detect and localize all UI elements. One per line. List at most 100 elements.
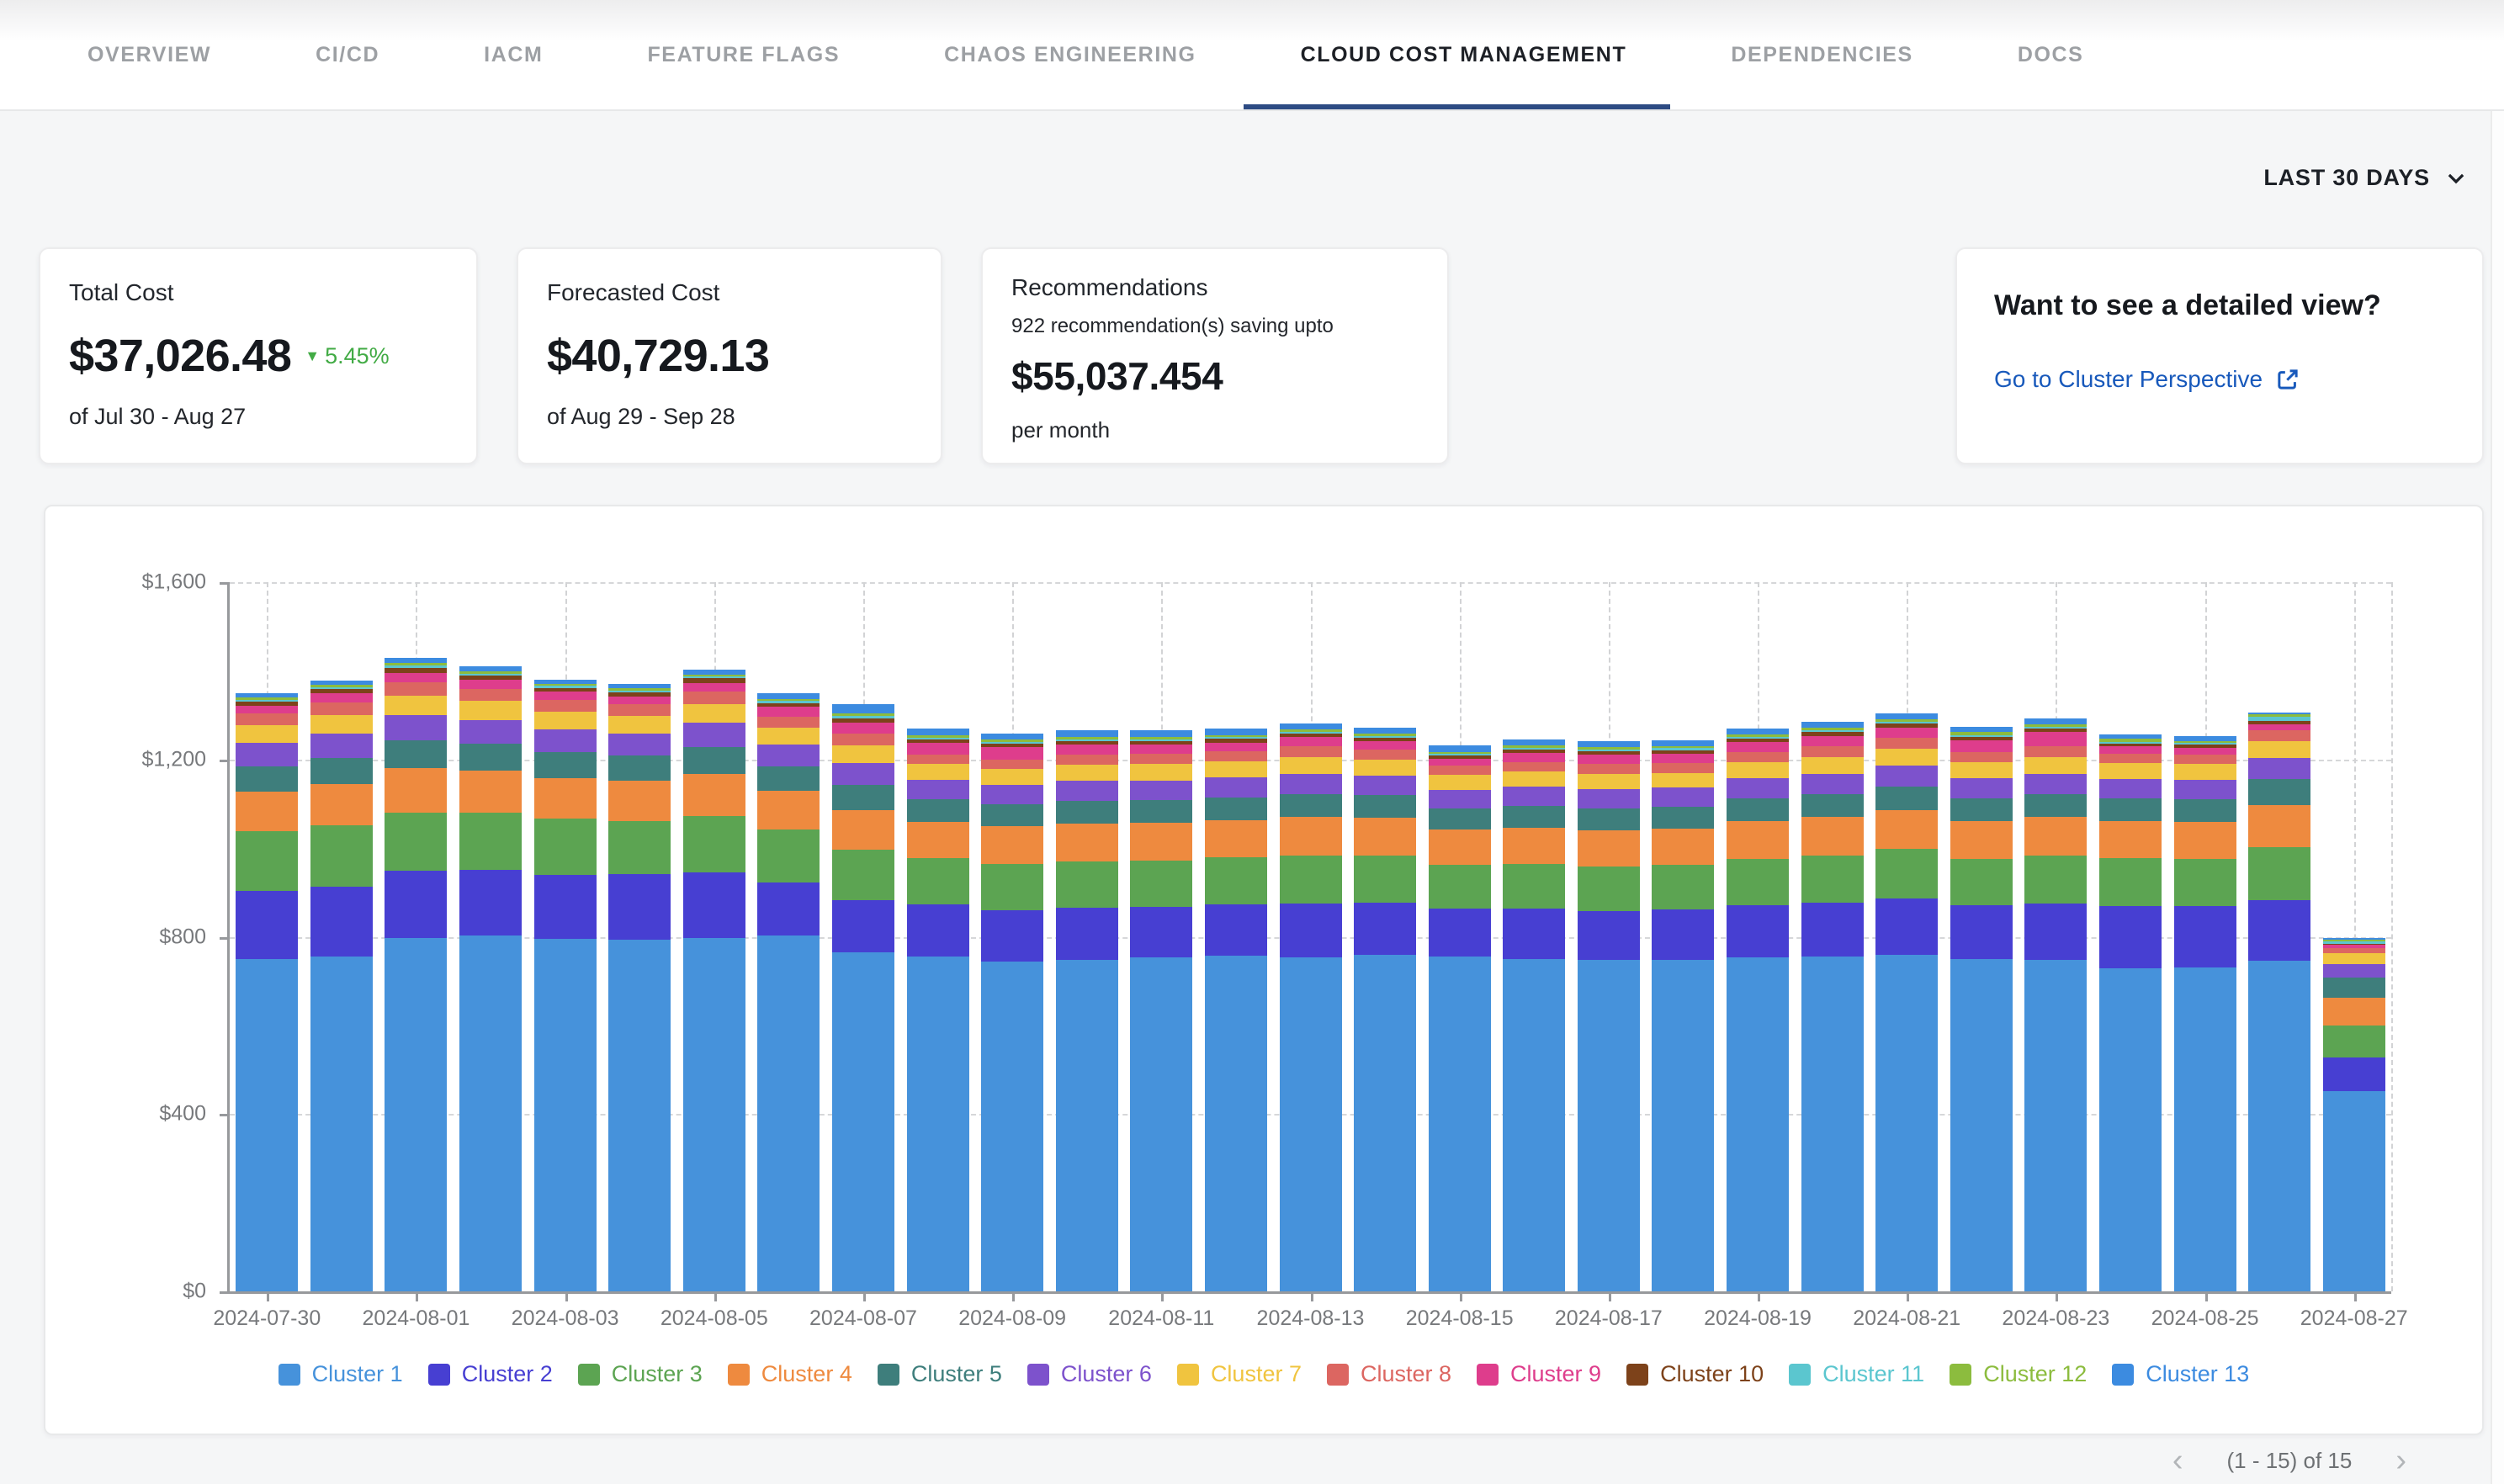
bar-segment-cluster-3[interactable] xyxy=(1130,861,1192,907)
bar-segment-cluster-2[interactable] xyxy=(1950,905,2013,958)
bar-segment-cluster-5[interactable] xyxy=(1205,798,1267,820)
bar-segment-cluster-9[interactable] xyxy=(236,706,298,714)
bar-segment-cluster-6[interactable] xyxy=(1578,789,1640,808)
bar-segment-cluster-5[interactable] xyxy=(1578,808,1640,830)
bar-segment-cluster-4[interactable] xyxy=(385,768,447,813)
bar-2024-08-02[interactable] xyxy=(459,666,522,1291)
legend-item-cluster-2[interactable]: Cluster 2 xyxy=(428,1361,553,1387)
bar-segment-cluster-5[interactable] xyxy=(534,752,597,778)
bar-2024-08-18[interactable] xyxy=(1652,740,1714,1291)
bar-segment-cluster-13[interactable] xyxy=(1652,740,1714,746)
bar-segment-cluster-6[interactable] xyxy=(1950,778,2013,798)
bar-segment-cluster-13[interactable] xyxy=(1875,713,1938,719)
bar-segment-cluster-6[interactable] xyxy=(1280,774,1342,794)
bar-segment-cluster-3[interactable] xyxy=(2248,847,2310,899)
bar-segment-cluster-9[interactable] xyxy=(2099,746,2162,753)
bar-segment-cluster-7[interactable] xyxy=(2323,953,2385,965)
bar-segment-cluster-9[interactable] xyxy=(310,693,373,702)
bar-segment-cluster-9[interactable] xyxy=(1354,741,1416,750)
bar-segment-cluster-6[interactable] xyxy=(2174,780,2236,799)
bar-segment-cluster-4[interactable] xyxy=(1875,810,1938,850)
bar-segment-cluster-3[interactable] xyxy=(683,816,745,873)
bar-segment-cluster-7[interactable] xyxy=(757,728,820,745)
bar-segment-cluster-8[interactable] xyxy=(2024,746,2087,757)
bar-segment-cluster-4[interactable] xyxy=(1578,830,1640,867)
bar-2024-07-31[interactable] xyxy=(310,681,373,1291)
bar-segment-cluster-1[interactable] xyxy=(907,957,969,1291)
bar-segment-cluster-4[interactable] xyxy=(1503,828,1565,864)
bar-segment-cluster-8[interactable] xyxy=(1801,746,1864,757)
bar-segment-cluster-2[interactable] xyxy=(1727,905,1789,957)
bar-2024-08-19[interactable] xyxy=(1727,729,1789,1291)
bar-segment-cluster-6[interactable] xyxy=(1652,787,1714,807)
bar-segment-cluster-8[interactable] xyxy=(1056,755,1118,765)
bar-segment-cluster-4[interactable] xyxy=(2099,821,2162,858)
bar-segment-cluster-9[interactable] xyxy=(683,683,745,692)
bar-segment-cluster-5[interactable] xyxy=(683,747,745,774)
bar-segment-cluster-1[interactable] xyxy=(2323,1091,2385,1291)
bar-segment-cluster-4[interactable] xyxy=(1727,821,1789,859)
bar-2024-08-27[interactable] xyxy=(2323,938,2385,1291)
bar-segment-cluster-8[interactable] xyxy=(310,702,373,715)
bar-2024-08-13[interactable] xyxy=(1280,723,1342,1291)
bar-segment-cluster-9[interactable] xyxy=(1727,742,1789,752)
bar-segment-cluster-5[interactable] xyxy=(459,744,522,771)
bar-segment-cluster-7[interactable] xyxy=(832,745,894,763)
bar-segment-cluster-1[interactable] xyxy=(1205,956,1267,1291)
bar-segment-cluster-5[interactable] xyxy=(1056,801,1118,824)
legend-item-cluster-8[interactable]: Cluster 8 xyxy=(1327,1361,1451,1387)
bar-segment-cluster-2[interactable] xyxy=(832,900,894,952)
bar-segment-cluster-3[interactable] xyxy=(2099,858,2162,906)
bar-segment-cluster-2[interactable] xyxy=(1280,904,1342,958)
bar-segment-cluster-4[interactable] xyxy=(534,778,597,819)
bar-segment-cluster-3[interactable] xyxy=(2323,1026,2385,1057)
bar-segment-cluster-9[interactable] xyxy=(2174,748,2236,755)
bar-segment-cluster-6[interactable] xyxy=(832,763,894,785)
bar-segment-cluster-13[interactable] xyxy=(832,704,894,713)
bar-segment-cluster-8[interactable] xyxy=(1130,754,1192,764)
bar-segment-cluster-4[interactable] xyxy=(2323,998,2385,1026)
bar-segment-cluster-4[interactable] xyxy=(1801,817,1864,855)
bar-2024-08-03[interactable] xyxy=(534,680,597,1291)
bar-segment-cluster-9[interactable] xyxy=(1280,737,1342,746)
bar-segment-cluster-2[interactable] xyxy=(385,871,447,937)
bar-segment-cluster-2[interactable] xyxy=(2323,1057,2385,1091)
bar-segment-cluster-3[interactable] xyxy=(1280,856,1342,904)
bar-segment-cluster-6[interactable] xyxy=(1056,781,1118,801)
bar-segment-cluster-7[interactable] xyxy=(1801,757,1864,774)
bar-2024-08-12[interactable] xyxy=(1205,729,1267,1291)
bar-segment-cluster-9[interactable] xyxy=(608,697,671,705)
bar-segment-cluster-7[interactable] xyxy=(1727,762,1789,778)
bar-segment-cluster-3[interactable] xyxy=(2174,859,2236,906)
bar-segment-cluster-8[interactable] xyxy=(608,704,671,716)
bar-segment-cluster-8[interactable] xyxy=(1503,762,1565,772)
bar-segment-cluster-8[interactable] xyxy=(1652,763,1714,773)
bar-segment-cluster-3[interactable] xyxy=(1801,856,1864,903)
bar-segment-cluster-2[interactable] xyxy=(2248,900,2310,961)
bar-segment-cluster-3[interactable] xyxy=(1875,849,1938,898)
scrollbar-track[interactable] xyxy=(2491,111,2504,1484)
bar-segment-cluster-5[interactable] xyxy=(1950,798,2013,821)
bar-segment-cluster-2[interactable] xyxy=(683,872,745,937)
bar-segment-cluster-1[interactable] xyxy=(1354,955,1416,1291)
bar-segment-cluster-7[interactable] xyxy=(981,769,1043,785)
legend-item-cluster-11[interactable]: Cluster 11 xyxy=(1789,1361,1924,1387)
bar-2024-08-26[interactable] xyxy=(2248,713,2310,1291)
bar-segment-cluster-8[interactable] xyxy=(683,692,745,704)
bar-segment-cluster-1[interactable] xyxy=(1056,960,1118,1291)
bar-segment-cluster-13[interactable] xyxy=(1130,730,1192,736)
bar-segment-cluster-3[interactable] xyxy=(1727,859,1789,905)
bar-segment-cluster-6[interactable] xyxy=(1429,790,1491,808)
bar-segment-cluster-8[interactable] xyxy=(2099,754,2162,764)
bar-segment-cluster-6[interactable] xyxy=(1354,776,1416,796)
tab-feature-flags[interactable]: FEATURE FLAGS xyxy=(627,0,860,109)
bar-segment-cluster-4[interactable] xyxy=(1354,818,1416,856)
bar-2024-08-20[interactable] xyxy=(1801,722,1864,1291)
bar-segment-cluster-9[interactable] xyxy=(1056,745,1118,755)
bar-segment-cluster-6[interactable] xyxy=(459,720,522,745)
bar-segment-cluster-7[interactable] xyxy=(236,725,298,743)
bar-segment-cluster-2[interactable] xyxy=(1354,903,1416,955)
bar-segment-cluster-6[interactable] xyxy=(1503,787,1565,806)
bar-segment-cluster-3[interactable] xyxy=(907,858,969,904)
bar-segment-cluster-9[interactable] xyxy=(907,743,969,755)
